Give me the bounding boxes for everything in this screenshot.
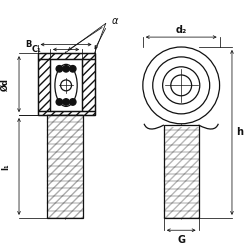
Text: G: G	[177, 235, 185, 245]
Bar	[38, 53, 94, 60]
Circle shape	[56, 66, 62, 72]
Bar	[38, 60, 50, 112]
Circle shape	[63, 99, 69, 105]
Text: B: B	[26, 40, 32, 49]
Bar	[38, 112, 94, 115]
Circle shape	[70, 99, 76, 105]
Circle shape	[143, 47, 220, 124]
Circle shape	[63, 66, 69, 72]
Text: C₁: C₁	[32, 45, 41, 54]
Text: α: α	[112, 16, 118, 26]
Bar	[38, 53, 94, 115]
Bar	[38, 60, 50, 112]
Circle shape	[60, 80, 72, 91]
Bar	[50, 60, 82, 112]
Circle shape	[153, 57, 210, 114]
Circle shape	[56, 99, 62, 105]
Bar	[164, 125, 198, 218]
Bar	[38, 53, 94, 60]
Circle shape	[163, 67, 200, 104]
Text: h: h	[236, 128, 243, 138]
Circle shape	[171, 75, 192, 96]
Circle shape	[70, 66, 76, 72]
Bar	[48, 115, 84, 218]
Bar	[48, 115, 84, 218]
Ellipse shape	[55, 64, 77, 106]
Bar	[164, 128, 198, 218]
Text: Ød: Ød	[1, 78, 10, 91]
Bar	[82, 60, 94, 112]
Text: d₂: d₂	[176, 25, 187, 35]
Bar	[38, 112, 94, 115]
Bar	[82, 60, 94, 112]
Text: l₁: l₁	[1, 163, 10, 170]
